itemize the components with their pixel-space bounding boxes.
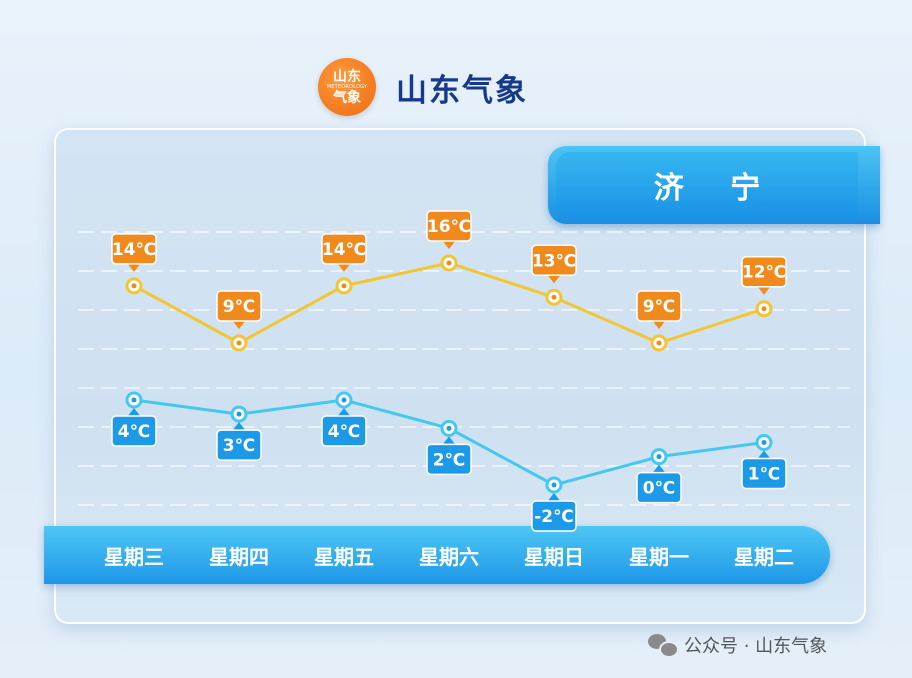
low-label-pointer: [127, 408, 141, 417]
high-temp-label: 12℃: [742, 263, 786, 283]
weekday-band: [44, 526, 830, 584]
low-temp-point-dot: [761, 440, 767, 445]
logo-text-bottom: 气象: [333, 89, 361, 106]
footer: 公众号 · 山东气象: [648, 632, 827, 658]
low-label-pointer: [442, 436, 456, 446]
high-label-pointer: [232, 320, 246, 329]
low-temp-point-dot: [236, 411, 242, 417]
high-label-pointer: [337, 262, 351, 272]
low-label-box: [531, 500, 577, 532]
brand-name: 山东气象: [396, 72, 528, 109]
weekday-label: 星期六: [419, 545, 479, 569]
high-temp-point-dot: [656, 340, 662, 346]
weekday-label: 星期四: [209, 545, 269, 569]
high-temp-point-dot: [341, 283, 347, 289]
low-temp-point-dot: [551, 482, 557, 488]
low-label-pointer: [547, 493, 561, 502]
weekday-label: 星期二: [734, 545, 794, 569]
low-temp-label: 3℃: [223, 436, 255, 456]
high-label-pointer: [757, 285, 771, 295]
high-label-box: [111, 233, 157, 265]
weekday-label: 星期五: [314, 545, 374, 569]
low-label-box: [426, 443, 472, 476]
high-label-box: [531, 244, 577, 277]
low-temp-label: 2℃: [433, 450, 465, 470]
low-label-box: [636, 471, 682, 504]
high-temp-point-dot: [446, 260, 452, 266]
high-temp-point-dot: [551, 294, 557, 300]
high-temp-label: 16℃: [427, 217, 471, 237]
low-label-box: [216, 429, 262, 461]
high-label-box: [321, 233, 367, 265]
shandong-meteorology-logo: 山东 METEOROLOGY 气象: [318, 58, 376, 116]
low-temp-label: 1℃: [748, 465, 780, 485]
high-label-box: [426, 210, 472, 242]
low-temp-label: -2℃: [534, 507, 573, 527]
high-label-box: [741, 255, 787, 288]
low-temp-label: 4℃: [328, 422, 360, 442]
city-tab-inner: 济 宁: [556, 152, 858, 218]
low-label-pointer: [757, 450, 771, 460]
high-label-box: [636, 290, 682, 322]
low-label-box: [741, 457, 787, 490]
high-label-pointer: [442, 240, 456, 249]
low-label-pointer: [232, 422, 246, 432]
low-label-pointer: [337, 408, 351, 417]
weekday-label: 星期一: [629, 545, 689, 569]
high-temp-label: 13℃: [532, 251, 576, 271]
high-temp-label: 14℃: [112, 240, 156, 260]
high-label-pointer: [547, 274, 561, 284]
low-temp-label: 0℃: [643, 479, 675, 499]
high-temp-point-dot: [761, 306, 767, 312]
low-temp-point-dot: [656, 454, 662, 460]
city-name: 济 宁: [653, 171, 779, 206]
low-label-pointer: [652, 464, 666, 474]
brand-header: 山东 METEOROLOGY 气象 山东气象: [318, 58, 528, 116]
high-temp-label: 9℃: [643, 297, 675, 317]
footer-text: 公众号 · 山东气象: [684, 636, 828, 657]
weekday-label: 星期三: [104, 545, 164, 569]
high-label-pointer: [652, 320, 666, 329]
low-label-box: [321, 415, 367, 447]
low-temp-point-dot: [341, 397, 347, 403]
high-temp-label: 9℃: [223, 297, 255, 317]
high-temp-point-dot: [236, 340, 242, 346]
low-temp-point-dot: [446, 425, 452, 431]
weekday-label: 星期日: [524, 545, 584, 569]
low-temp-point-dot: [131, 397, 137, 403]
low-temp-label: 4℃: [118, 422, 150, 442]
high-label-pointer: [127, 262, 141, 272]
wechat-icon: [648, 634, 679, 658]
logo-text-top: 山东: [333, 68, 361, 85]
low-label-box: [111, 415, 157, 447]
high-temp-label: 14℃: [322, 240, 366, 260]
city-tab: 济 宁: [548, 146, 880, 224]
high-label-box: [216, 290, 262, 322]
logo-text-mid: METEOROLOGY: [326, 83, 368, 90]
high-temp-point-dot: [131, 283, 137, 289]
